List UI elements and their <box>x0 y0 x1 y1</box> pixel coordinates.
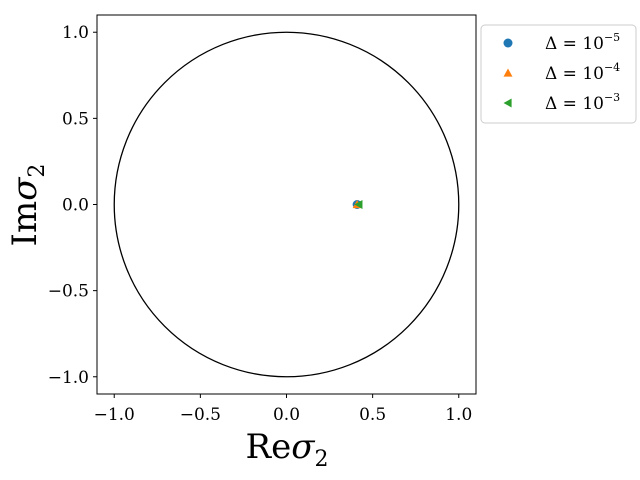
legend-marker-3 <box>503 98 512 108</box>
y-tick-label: −0.5 <box>48 282 89 302</box>
legend-marker-2 <box>503 68 513 77</box>
legend-entry-3: Δ = 10−3 <box>545 91 620 114</box>
plot-frame <box>96 14 477 395</box>
x-tick-label: 0.0 <box>273 405 300 425</box>
x-tick-label: −1.0 <box>94 405 135 425</box>
y-axis-label: Imσ2 <box>5 164 50 247</box>
legend-entry-1: Δ = 10−5 <box>545 31 620 54</box>
x-tick-label: 1.0 <box>445 405 472 425</box>
legend: Δ = 10−5 Δ = 10−4 Δ = 10−3 <box>480 24 637 124</box>
x-tick-label: −0.5 <box>180 405 221 425</box>
legend-marker-1 <box>503 38 513 48</box>
y-tick-label: 1.0 <box>62 23 89 43</box>
legend-box <box>480 24 637 124</box>
x-axis-label: Reσ2 <box>246 427 329 472</box>
data-point-series-3 <box>354 200 363 209</box>
y-tick-label: 0.5 <box>62 109 89 129</box>
y-tick-label: 0.0 <box>62 196 89 216</box>
y-tick-label: −1.0 <box>48 368 89 388</box>
legend-entry-2: Δ = 10−4 <box>545 61 620 84</box>
x-tick-label: 0.5 <box>359 405 386 425</box>
unit-circle <box>113 31 460 378</box>
